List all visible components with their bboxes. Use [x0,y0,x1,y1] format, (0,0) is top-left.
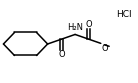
Text: HCl: HCl [116,10,132,19]
Text: O: O [101,44,108,53]
Text: O: O [86,20,92,29]
Text: H₂N: H₂N [67,23,83,32]
Text: O: O [58,50,65,59]
